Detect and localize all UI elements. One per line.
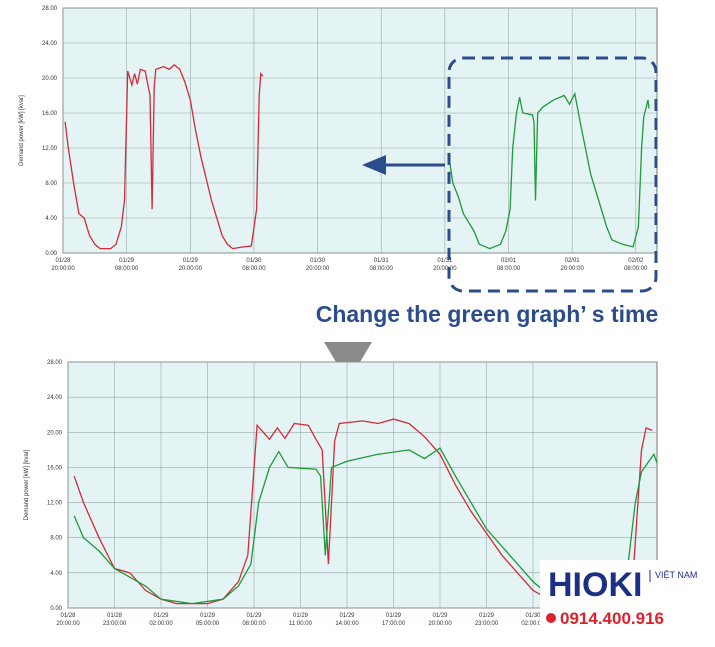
- x-tick-label: 01/28 23:00:00: [103, 613, 127, 627]
- x-tick-label: 01/30 08:00:00: [242, 258, 266, 272]
- y-axis-label: Demand power [kW] [kvar]: [19, 95, 25, 166]
- x-tick-label: 01/29 11:00:00: [289, 613, 313, 627]
- y-tick-label: 8.00: [45, 181, 57, 187]
- y-tick-label: 12.00: [42, 146, 58, 152]
- series-line: [448, 91, 650, 250]
- x-tick-label: 01/30 20:00:00: [306, 258, 330, 272]
- x-tick-label: 02/01 08:00:00: [497, 258, 521, 272]
- y-tick-label: 0.00: [50, 606, 62, 612]
- y-tick-label: 28.00: [42, 6, 58, 12]
- y-tick-label: 12.00: [47, 501, 63, 507]
- x-tick-label: 01/29 20:00:00: [179, 258, 203, 272]
- x-tick-label: 01/31 08:00:00: [370, 258, 394, 272]
- y-tick-label: 20.00: [47, 430, 63, 436]
- plot-area: [62, 7, 658, 254]
- x-tick-label: 01/29 14:00:00: [335, 613, 359, 627]
- x-tick-label: 02/01 20:00:00: [560, 258, 584, 272]
- y-tick-label: 8.00: [50, 536, 62, 542]
- x-tick-label: 01/31 20:00:00: [433, 258, 457, 272]
- x-tick-label: 01/29 23:00:00: [475, 613, 499, 627]
- logo-country: VIỆT NAM: [655, 570, 697, 580]
- annotation: Change the green graph’ s time: [316, 301, 659, 327]
- logo-brand: HIOKI: [548, 566, 642, 604]
- logo-box: [540, 560, 715, 642]
- chart: 0.00 4.00 8.00 12.00 16.00 20.00 24.00 28.00 01/…: [19, 6, 658, 272]
- shift-arrowhead: [362, 155, 386, 175]
- y-tick-label: 4.00: [45, 216, 57, 222]
- y-tick-label: 28.00: [47, 360, 63, 366]
- logo-phone: 0914.400.916: [560, 609, 664, 628]
- x-tick-label: 01/29 08:00:00: [242, 613, 266, 627]
- x-tick-label: 01/28 20:00:00: [51, 258, 75, 272]
- x-tick-label: 01/29 05:00:00: [196, 613, 220, 627]
- x-tick-label: 01/30 02:00:00: [521, 613, 545, 627]
- x-tick-label: 02/02 08:00:00: [624, 258, 648, 272]
- series-line: [64, 64, 264, 250]
- y-tick-label: 4.00: [50, 571, 62, 577]
- x-tick-label: 01/28 20:00:00: [56, 613, 80, 627]
- y-tick-label: 0.00: [45, 251, 57, 257]
- x-tick-label: 01/29 08:00:00: [115, 258, 139, 272]
- x-tick-label: 01/29 20:00:00: [428, 613, 452, 627]
- y-tick-label: 16.00: [47, 465, 63, 471]
- logo: HIOKI VIỆT NAM 0914.400.916: [540, 560, 715, 642]
- phone-icon: [546, 613, 556, 623]
- x-tick-label: 01/29 02:00:00: [149, 613, 173, 627]
- x-tick-label: 01/29 17:00:00: [382, 613, 406, 627]
- highlight-box: [447, 56, 658, 293]
- y-tick-label: 16.00: [42, 111, 58, 117]
- y-tick-label: 20.00: [42, 76, 58, 82]
- y-tick-label: 24.00: [47, 395, 63, 401]
- y-tick-label: 24.00: [42, 41, 58, 47]
- y-axis-label: Demand power [kW] [kvar]: [24, 449, 30, 520]
